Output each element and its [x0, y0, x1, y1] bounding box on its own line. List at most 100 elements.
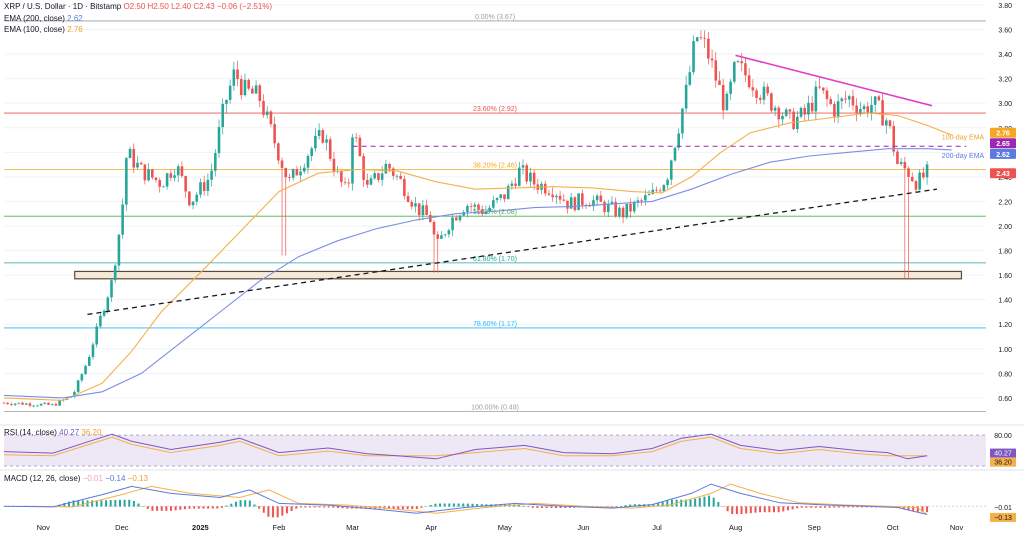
macd-histogram-bar [763, 506, 766, 513]
ema100-label: 100-day EMA [942, 134, 985, 141]
candle-body [803, 107, 807, 115]
macd-histogram-bar [258, 506, 261, 509]
time-tick-label: Dec [115, 523, 129, 532]
macd-histogram-bar [72, 500, 75, 507]
candle-body [10, 404, 13, 405]
candle-body [102, 310, 106, 316]
macd-histogram-bar [740, 506, 743, 514]
candle-body [136, 162, 139, 168]
macd-histogram-bar [230, 503, 233, 507]
macd-histogram-bar [926, 506, 929, 513]
candle-body [24, 403, 28, 405]
macd-histogram-bar [647, 504, 650, 507]
candle-body [547, 193, 551, 195]
candle-body [477, 204, 480, 210]
candle-body [710, 58, 714, 61]
fib-label: 78.60% (1.17) [473, 321, 517, 328]
candle-body [777, 107, 781, 120]
candle-body [388, 163, 391, 169]
price-tick-label: 3.00 [998, 101, 1012, 108]
fib-label: 61.80% (1.70) [473, 256, 517, 263]
candle-body [366, 179, 369, 185]
price-tag-label: 2.43 [996, 171, 1010, 178]
candle-body [314, 135, 317, 149]
macd-legend[interactable]: MACD (12, 26, close) −0.01 −0.14 −0.13 [4, 474, 148, 484]
macd-histogram-bar [550, 506, 553, 509]
candle-body [621, 207, 625, 218]
macd-histogram-bar [847, 506, 850, 508]
rsi-legend[interactable]: RSI (14, close) 40.27 36.20 [4, 428, 101, 438]
macd-histogram-bar [712, 497, 715, 507]
candle-body [658, 190, 662, 192]
time-tick-label: Aug [729, 523, 742, 532]
candle-body [766, 86, 769, 94]
macd-histogram-bar [100, 500, 103, 507]
macd-histogram-bar [480, 504, 483, 507]
candle-body [414, 203, 417, 207]
macd-histogram-bar [698, 497, 701, 507]
candle-body [814, 86, 818, 112]
rsi-ma-line [3, 436, 928, 457]
macd-histogram-bar [332, 506, 335, 508]
macd-histogram-bar [234, 501, 237, 507]
candle-body [121, 204, 124, 235]
candle-body [870, 104, 873, 114]
candle-body [695, 37, 699, 42]
candle-body [47, 402, 50, 405]
ema200-legend[interactable]: EMA (200, close) 2.62 [4, 14, 83, 24]
ohlc-open: O2.50 [123, 2, 146, 11]
support-zone [74, 270, 963, 280]
macd-histogram-bar [554, 506, 557, 509]
time-tick-label: May [498, 523, 512, 532]
candle-body [421, 205, 425, 216]
macd-histogram-bar [434, 503, 437, 507]
candle-body [325, 139, 328, 143]
macd-histogram-bar [471, 503, 474, 507]
candle-body [462, 212, 465, 216]
rsi-line [3, 433, 928, 460]
macd-histogram-bar [717, 502, 720, 507]
macd-histogram-bar [527, 506, 530, 507]
candle-body [818, 86, 821, 88]
macd-legend-macd: −0.14 [105, 474, 126, 483]
candle-body [640, 200, 643, 202]
price-tag-label: 2.62 [996, 152, 1010, 159]
candle-body [518, 167, 521, 186]
time-axis[interactable]: Nov Dec 2025 Feb Mar Apr May Jun Jul Aug Sep Oct Nov [37, 523, 964, 532]
candle-body [788, 109, 792, 112]
candle-body [406, 195, 410, 202]
candle-body [99, 315, 102, 327]
candle-body [302, 167, 306, 172]
macd-tag [990, 512, 1016, 522]
macd-histogram-bar [912, 506, 915, 512]
candle-body [543, 183, 547, 194]
candle-body [629, 203, 632, 212]
macd-histogram-bar [211, 506, 214, 509]
macd-histogram-bar [401, 506, 404, 510]
candle-body [391, 168, 395, 176]
candle-body [17, 402, 21, 404]
candle-body [377, 173, 380, 180]
candle-body [758, 97, 762, 100]
candle-body [922, 172, 925, 178]
candle-body [606, 203, 610, 213]
candle-body [644, 195, 647, 201]
candle-body [343, 181, 347, 183]
candle-body [54, 404, 58, 406]
ohlc-low: L2.40 [171, 2, 192, 11]
macd-legend-signal: −0.13 [127, 474, 148, 483]
price-tick-label: 0.60 [998, 396, 1012, 403]
ema100-legend[interactable]: EMA (100, close) 2.76 [4, 25, 83, 35]
candle-body [495, 197, 499, 201]
candle-body [306, 155, 310, 168]
macd-histogram-bar [244, 500, 247, 507]
macd-histogram-bar [137, 503, 140, 507]
candle-body [436, 234, 440, 239]
macd-histogram-bar [541, 506, 544, 509]
candle-body [184, 176, 187, 192]
candle-body [669, 160, 673, 180]
macd-histogram-bar [105, 500, 108, 507]
macd-histogram-bar [429, 504, 432, 507]
price-tick-label: 2.00 [998, 224, 1012, 231]
